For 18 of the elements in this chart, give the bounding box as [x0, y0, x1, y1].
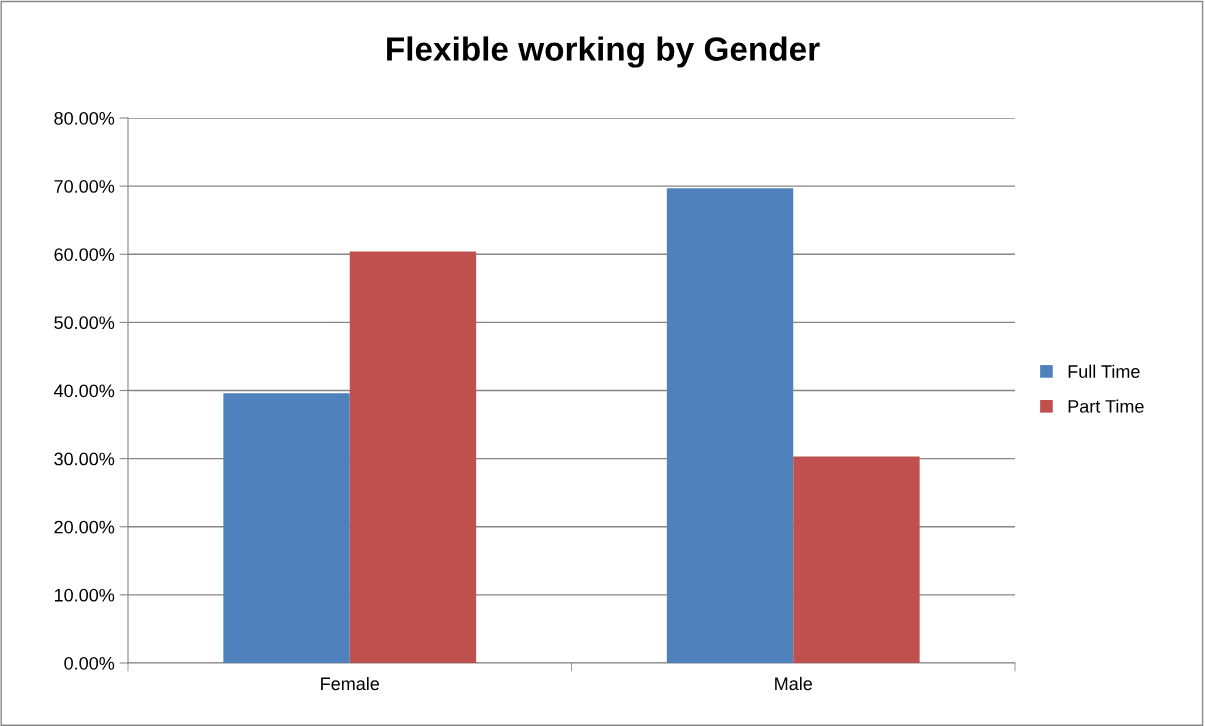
- x-tick-label: Male: [775, 676, 813, 691]
- y-tick-label: 30.00%: [54, 452, 115, 466]
- y-tick-label: 80.00%: [54, 111, 115, 125]
- bar: [793, 456, 920, 663]
- y-tick-label: 50.00%: [54, 316, 115, 330]
- legend-label: Part Time: [1068, 399, 1144, 413]
- bar: [666, 188, 794, 663]
- y-tick-label: 0.00%: [64, 656, 115, 670]
- legend-label: Full Time: [1068, 364, 1140, 378]
- y-tick-label: 40.00%: [53, 384, 115, 398]
- y-tick-label: 60.00%: [54, 248, 115, 261]
- bar: [223, 393, 350, 663]
- y-tick-label: 10.00%: [54, 588, 115, 602]
- bar: [349, 251, 477, 663]
- y-tick-label: 20.00%: [54, 520, 115, 534]
- chart-title: Flexible working by Gender: [387, 36, 820, 68]
- y-tick-label: 70.00%: [54, 180, 115, 193]
- x-tick-label: Female: [321, 676, 380, 691]
